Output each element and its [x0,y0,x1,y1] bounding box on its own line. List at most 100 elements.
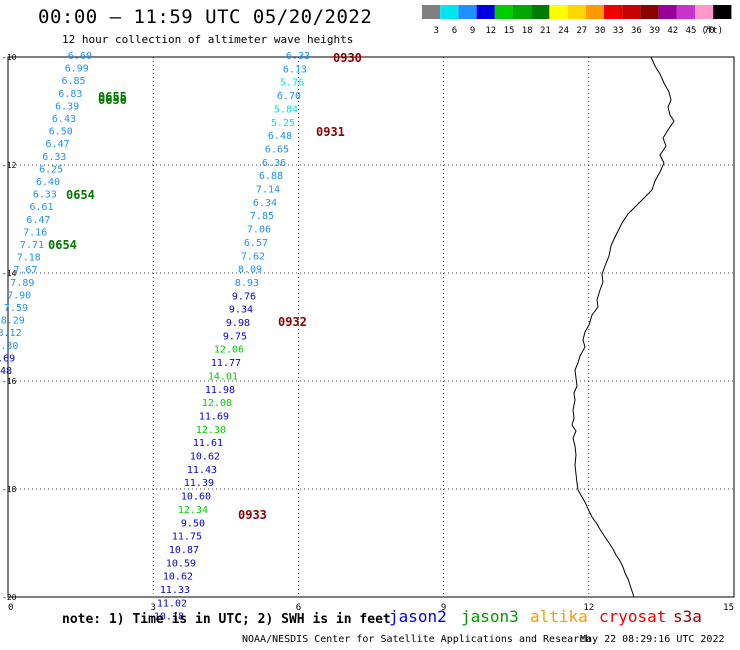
legend-label: 45 [686,26,697,36]
swh-value: 11.77 [211,358,241,369]
legend-swatch [549,5,568,19]
legend-swatch [458,5,477,19]
legend-label: 36 [631,26,642,36]
lon-tick-label: 9 [441,603,446,613]
swh-value: 7.16 [23,227,47,238]
legend-label: 21 [540,26,551,36]
swh-value: 7.67 [14,265,38,276]
swh-value: 12.08 [202,398,232,409]
swh-value: 6.65 [265,144,289,155]
swh-value: 11.98 [205,385,235,396]
lat-tick-label: -20 [2,593,17,602]
legend-swatch [494,5,513,19]
swh-value: 6.85 [62,76,86,87]
swh-value: 9.48 [0,366,12,377]
footnote: note: 1) Time is in UTC; 2) SWH is in fe… [62,612,391,627]
swh-value: 11.43 [187,465,217,476]
track-jason3: 6.33 6.13 5.76 6.70 5.84 5.25 6.48 6.65 6.36 6.88… [154,51,310,623]
swh-value: 7.06 [247,225,271,236]
swh-value: 10.60 [181,492,211,503]
swh-value: 6.25 [39,164,63,175]
swh-value: 11.02 [157,598,187,609]
swh-value: 10.18 [154,612,184,623]
swh-value: 10.87 [169,545,199,556]
swh-value: 6.36 [262,158,286,169]
swh-value: 7.18 [17,253,41,264]
swh-value: 11.33 [160,585,190,596]
lat-tick-label: -14 [2,269,17,278]
pass-time-label: 0931 [316,125,345,139]
map-subtitle: 12 hour collection of altimeter wave hei… [62,33,354,46]
legend-swatch [604,5,623,19]
satellite-jason2-label: jason2 [389,607,447,626]
legend-label: 70 [704,26,715,36]
footer-credit: NOAA/NESDIS Center for Satellite Applica… [242,634,592,645]
swh-value: 6.50 [49,127,73,138]
swh-value: 11.61 [193,438,223,449]
legend-swatch [622,5,641,19]
lat-tick-label: -10 [2,53,17,62]
lon-tick-label: 12 [583,603,594,613]
swh-value: 10.62 [163,572,193,583]
legend-swatch [658,5,677,19]
swh-value: 6.99 [65,64,89,75]
swh-value: 7.89 [10,278,34,289]
legend-swatch [640,5,659,19]
swh-value: 8.93 [235,278,259,289]
legend-label: 39 [649,26,660,36]
swh-value: 6.83 [58,89,82,100]
legend-swatch [440,5,459,19]
swh-value: 6.39 [55,101,79,112]
legend-label: 6 [452,26,457,36]
swh-value: 11.75 [172,532,202,543]
satellite-s3a-label: s3a [673,607,702,626]
swh-value: 6.47 [26,215,50,226]
swh-value: 6.60 [68,51,92,62]
swh-value: 8.09 [238,265,262,276]
legend-swatch [713,5,732,19]
legend-swatch [513,5,532,19]
swh-value: 11.39 [184,478,214,489]
legend-swatch [422,5,441,19]
lat-tick-label: -12 [2,161,17,170]
swh-value: 12.34 [178,505,208,516]
legend-swatch [531,5,550,19]
swh-value: 9.76 [232,291,256,302]
swh-value: 6.61 [30,202,54,213]
swh-value: 9.75 [223,331,247,342]
footer-timestamp: May 22 08:29:16 UTC 2022 [580,634,725,645]
swh-value: 9.34 [229,305,253,316]
swh-value: 8.30 [0,341,18,352]
swh-value: 6.70 [277,91,301,102]
legend-label: 9 [470,26,475,36]
lat-tick-label: -18 [2,485,17,494]
swh-value: 6.88 [259,171,283,182]
swh-value: 7.85 [250,211,274,222]
lat-tick-label: -16 [2,377,17,386]
legend-label: 15 [504,26,515,36]
swh-value: 7.71 [20,240,44,251]
legend-swatch [695,5,714,19]
swh-value: 6.57 [244,238,268,249]
map-title: 00:00 – 11:59 UTC 05/20/2022 [38,6,373,28]
swh-value: 6.34 [253,198,277,209]
coastline [571,56,675,598]
swh-value: 7.59 [4,303,28,314]
legend-label: 42 [667,26,678,36]
lon-tick-label: 0 [8,603,13,613]
track-jason2: 6.606.996.856.836.396.436.506.476.336.25… [0,51,92,377]
swh-value: 6.47 [46,139,70,150]
map-frame [7,56,735,598]
satellite-cryosat-label: cryosat [599,607,667,626]
wave-height-legend: 3 6 9 12 15 18 21 24 27 30 33 36 39 42 45 70(ft) [422,5,732,36]
swh-value: 10.62 [190,452,220,463]
swh-value: 7.90 [7,290,31,301]
lon-tick-label: 3 [150,603,155,613]
legend-swatch [476,5,495,19]
swh-value: 6.48 [268,131,292,142]
swh-value: 10.59 [166,558,196,569]
swh-value: 9.69 [0,353,15,364]
pass-time-label: 0930 [333,51,362,65]
legend-label: 24 [558,26,569,36]
